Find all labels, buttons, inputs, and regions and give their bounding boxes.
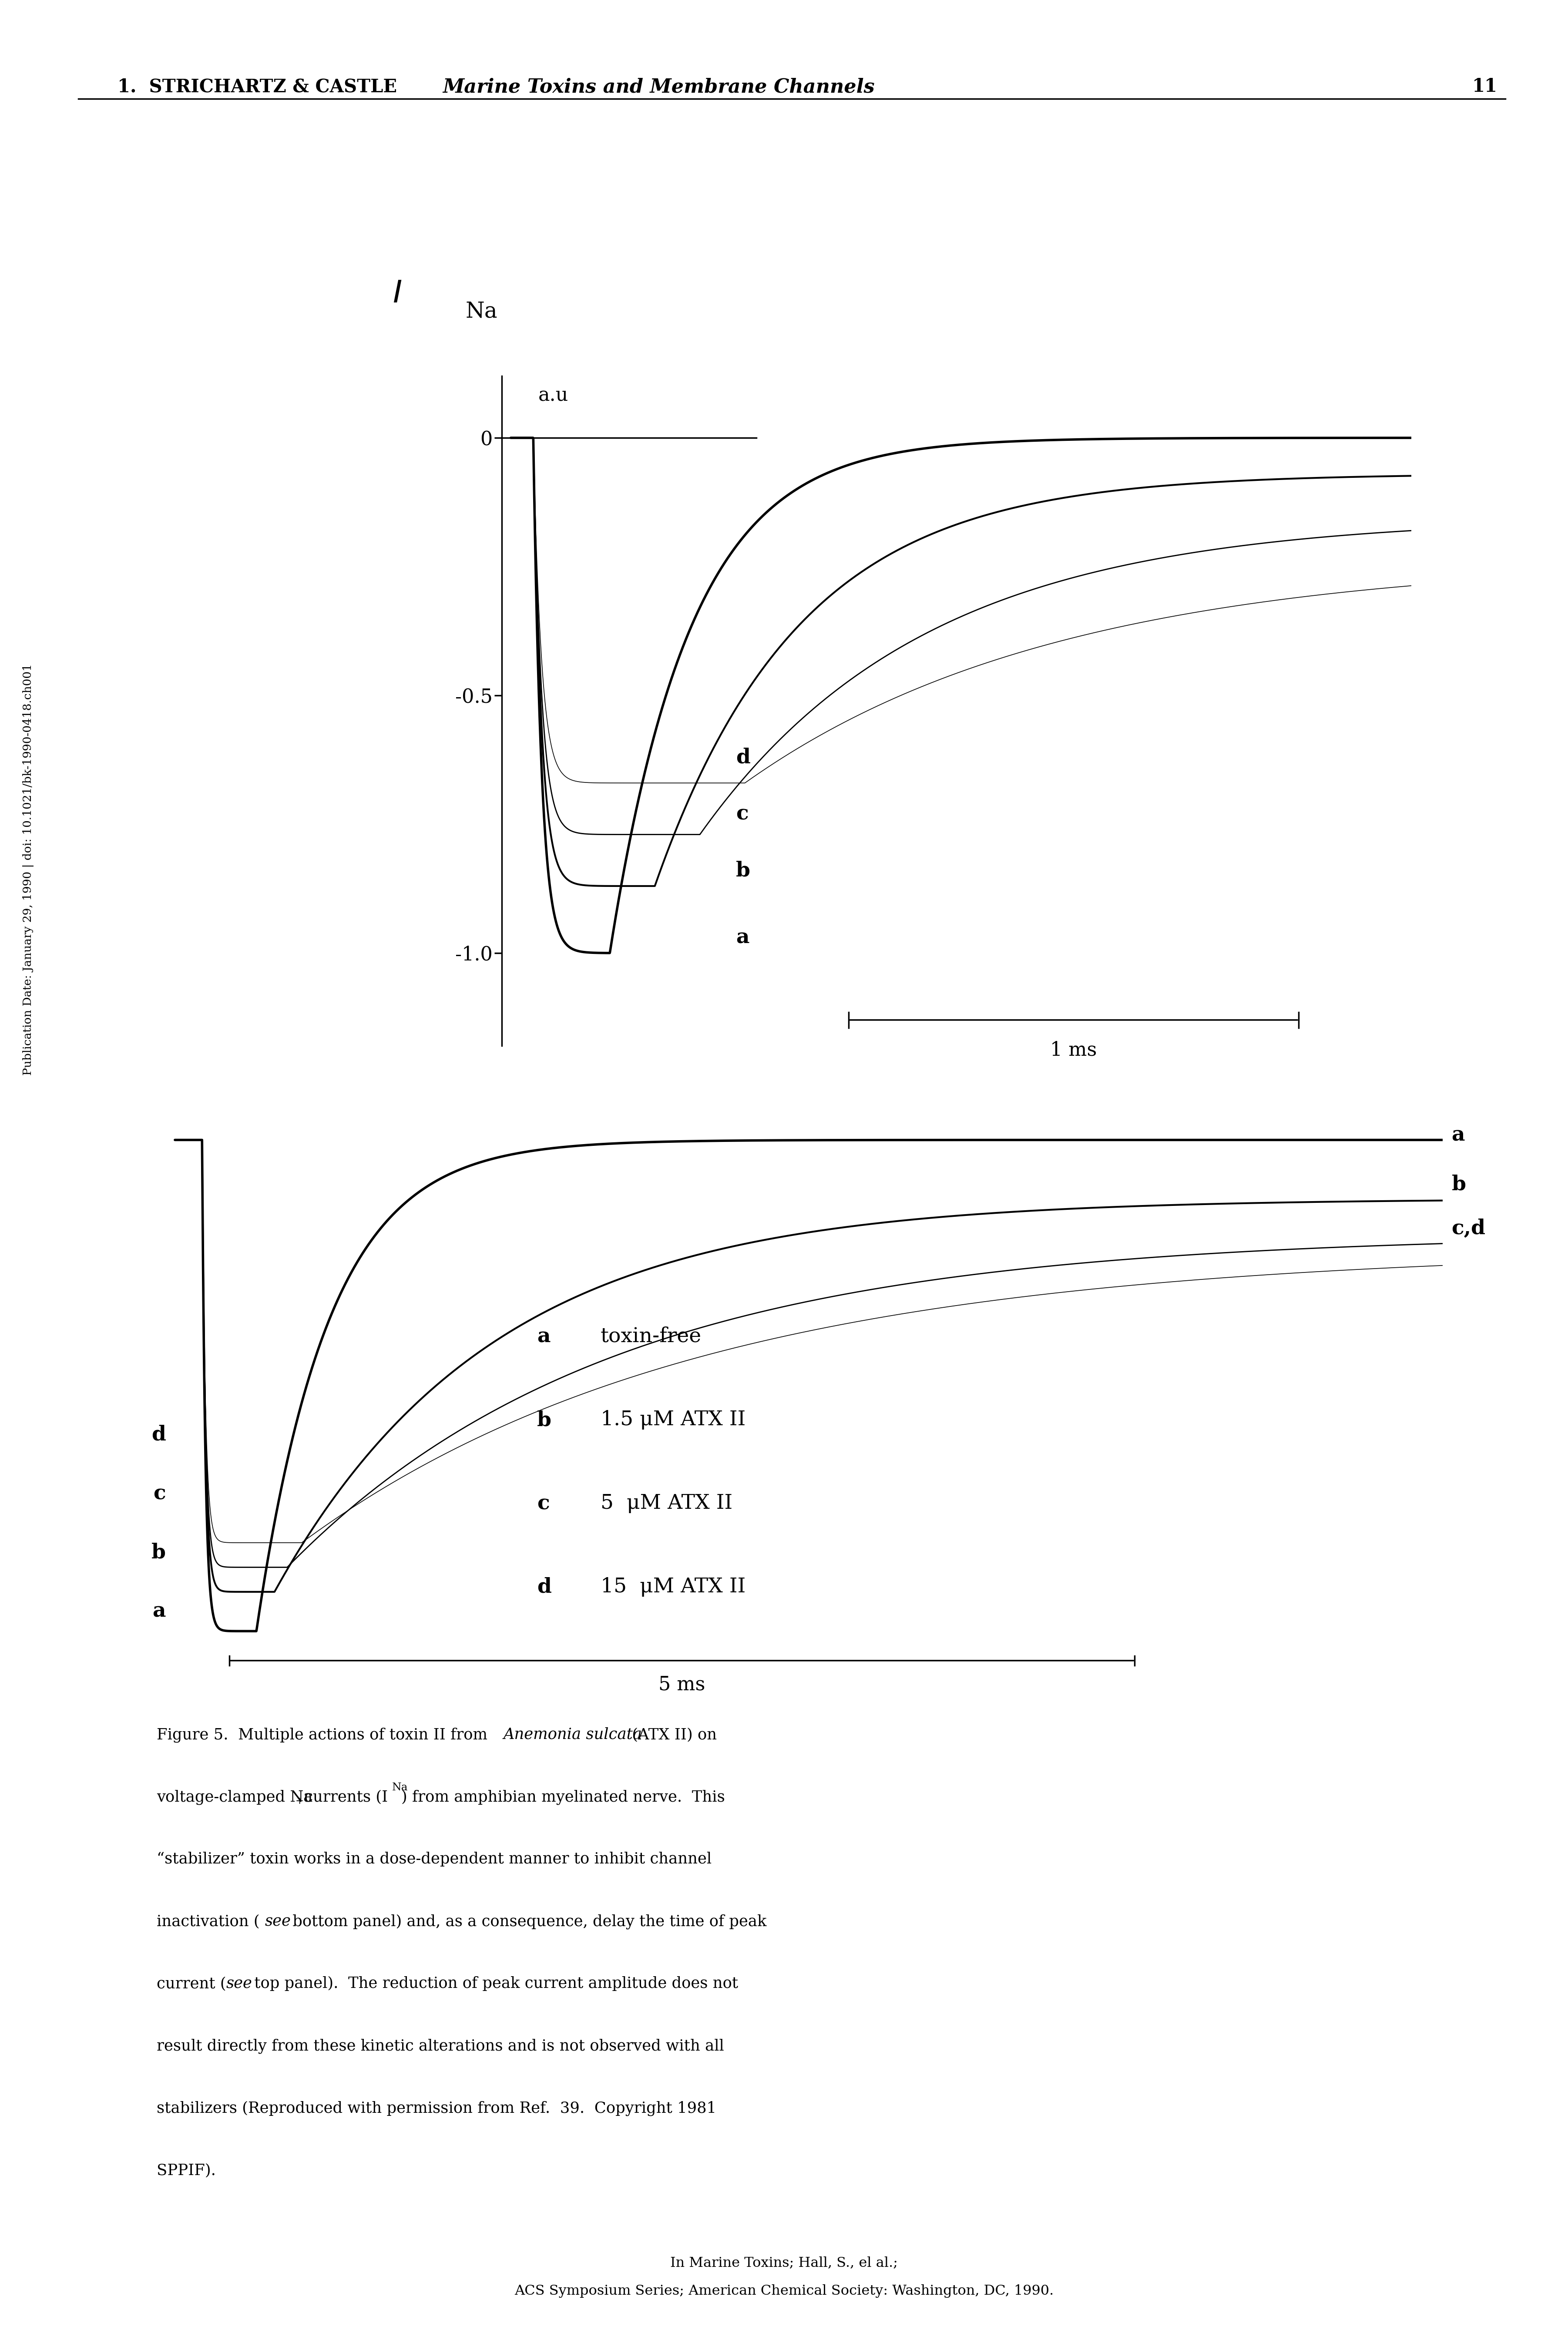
Text: b: b <box>735 860 750 881</box>
Text: Marine Toxins and Membrane Channels: Marine Toxins and Membrane Channels <box>442 78 875 96</box>
Text: stabilizers (Reproduced with permission from Ref.  39.  Copyright 1981: stabilizers (Reproduced with permission … <box>157 2101 717 2115</box>
Text: 5  μM ATX II: 5 μM ATX II <box>601 1495 732 1513</box>
Text: 15  μM ATX II: 15 μM ATX II <box>601 1577 745 1596</box>
Text: currents (I: currents (I <box>299 1791 387 1805</box>
Text: $I$: $I$ <box>392 277 401 310</box>
Text: 1.  STRICHARTZ & CASTLE: 1. STRICHARTZ & CASTLE <box>118 78 397 96</box>
Text: Na: Na <box>392 1781 408 1793</box>
Text: a.u: a.u <box>538 385 568 404</box>
Text: 1 ms: 1 ms <box>1051 1041 1098 1060</box>
Text: toxin-free: toxin-free <box>601 1328 701 1347</box>
Text: 5 ms: 5 ms <box>659 1676 706 1694</box>
Text: c: c <box>154 1483 166 1504</box>
Text: ACS Symposium Series; American Chemical Society: Washington, DC, 1990.: ACS Symposium Series; American Chemical … <box>514 2284 1054 2298</box>
Text: 1.5 μM ATX II: 1.5 μM ATX II <box>601 1410 745 1429</box>
Text: Anemonia sulcata: Anemonia sulcata <box>503 1727 643 1741</box>
Text: +: + <box>295 1795 304 1807</box>
Text: Figure 5.  Multiple actions of toxin II from: Figure 5. Multiple actions of toxin II f… <box>157 1727 492 1741</box>
Text: c: c <box>538 1495 549 1513</box>
Text: b: b <box>538 1410 552 1431</box>
Text: d: d <box>152 1424 166 1445</box>
Text: c: c <box>735 804 748 825</box>
Text: a: a <box>152 1600 166 1621</box>
Text: “stabilizer” toxin works in a dose-dependent manner to inhibit channel: “stabilizer” toxin works in a dose-depen… <box>157 1852 712 1866</box>
Text: 11: 11 <box>1472 78 1497 96</box>
Text: c,d: c,d <box>1452 1217 1485 1238</box>
Text: bottom panel) and, as a consequence, delay the time of peak: bottom panel) and, as a consequence, del… <box>289 1913 767 1929</box>
Text: see: see <box>226 1976 252 1990</box>
Text: d: d <box>735 747 750 766</box>
Text: current (: current ( <box>157 1976 226 1990</box>
Text: b: b <box>1452 1175 1466 1194</box>
Text: (ATX II) on: (ATX II) on <box>627 1727 717 1741</box>
Text: b: b <box>152 1542 166 1563</box>
Text: a: a <box>538 1328 550 1347</box>
Text: inactivation (: inactivation ( <box>157 1913 260 1929</box>
Text: In Marine Toxins; Hall, S., el al.;: In Marine Toxins; Hall, S., el al.; <box>670 2256 898 2270</box>
Text: d: d <box>538 1577 552 1598</box>
Text: voltage-clamped Na: voltage-clamped Na <box>157 1791 312 1805</box>
Text: top panel).  The reduction of peak current amplitude does not: top panel). The reduction of peak curren… <box>249 1976 739 1990</box>
Text: result directly from these kinetic alterations and is not observed with all: result directly from these kinetic alter… <box>157 2037 724 2054</box>
Text: a: a <box>735 928 750 947</box>
Text: Publication Date: January 29, 1990 | doi: 10.1021/bk-1990-0418.ch001: Publication Date: January 29, 1990 | doi… <box>22 663 34 1076</box>
Text: ) from amphibian myelinated nerve.  This: ) from amphibian myelinated nerve. This <box>401 1791 724 1805</box>
Text: a: a <box>1452 1126 1465 1144</box>
Text: see: see <box>265 1913 290 1929</box>
Text: SPPIF).: SPPIF). <box>157 2162 216 2178</box>
Text: Na: Na <box>466 301 497 322</box>
